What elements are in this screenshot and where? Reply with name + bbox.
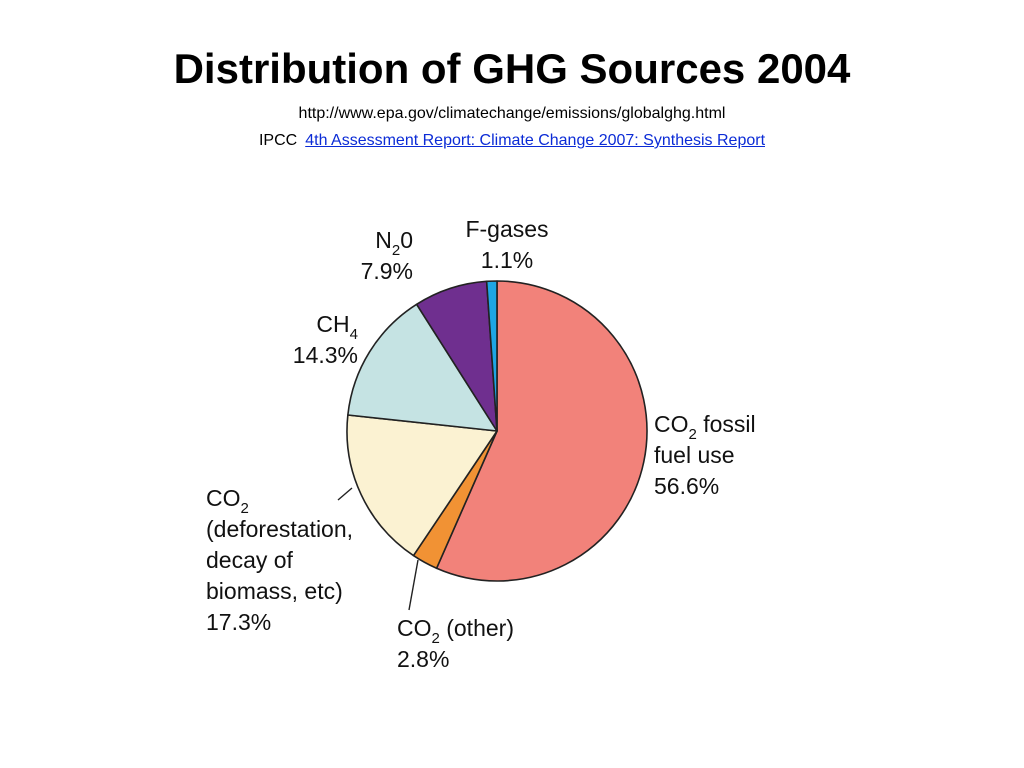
label-text: CO	[206, 485, 241, 511]
subscript: 2	[432, 630, 440, 647]
slice-label-line: 56.6%	[654, 473, 719, 499]
label-text: 7.9%	[361, 258, 413, 284]
slice-label-line: 2.8%	[397, 646, 449, 672]
label-text: 14.3%	[293, 342, 358, 368]
slice-label-line: 7.9%	[361, 258, 413, 284]
label-text: CO	[397, 615, 432, 641]
slice-label-co2-fossil: CO2 fossil fuel use 56.6%	[654, 411, 756, 499]
label-text: CH	[316, 311, 349, 337]
label-text: fossil	[697, 411, 756, 437]
slice-label-line: CO2 fossil	[654, 411, 756, 443]
slice-label-line: fuel use	[654, 442, 735, 468]
label-text: 17.3%	[206, 609, 271, 635]
label-text: (other)	[440, 615, 514, 641]
slice-label-n2o: N20 7.9%	[361, 227, 413, 284]
slice-label-ch4: CH4 14.3%	[293, 311, 358, 368]
label-text: F-gases	[465, 216, 548, 242]
slice-label-line: 1.1%	[481, 247, 533, 273]
slice-label-line: 17.3%	[206, 609, 271, 635]
slice-label-f-gases: F-gases 1.1%	[465, 216, 548, 273]
label-text: fuel use	[654, 442, 735, 468]
slice-label-line: N20	[375, 227, 413, 259]
label-text: CO	[654, 411, 689, 437]
slice-label-line: (deforestation,	[206, 516, 353, 542]
subscript: 4	[350, 326, 358, 343]
label-text: (deforestation,	[206, 516, 353, 542]
label-text: 56.6%	[654, 473, 719, 499]
label-text: decay of	[206, 547, 294, 573]
slice-label-line: biomass, etc)	[206, 578, 343, 604]
label-text: N	[375, 227, 392, 253]
label-text: biomass, etc)	[206, 578, 343, 604]
slice-label-line: F-gases	[465, 216, 548, 242]
slice-label-line: decay of	[206, 547, 294, 573]
label-text: 2.8%	[397, 646, 449, 672]
leader-line-co2-other	[409, 560, 418, 610]
slice-label-line: CH4	[316, 311, 358, 343]
slice-label-line: 14.3%	[293, 342, 358, 368]
slice-label-line: CO2 (other)	[397, 615, 514, 647]
slice-label-co2-other: CO2 (other) 2.8%	[397, 615, 514, 672]
pie-slices	[347, 281, 647, 581]
slice-label-line: CO2	[206, 485, 249, 517]
subscript: 2	[689, 426, 697, 443]
subscript: 2	[241, 500, 249, 517]
slice-label-co2-deforestation: CO2 (deforestation, decay of biomass, etc) 1…	[206, 485, 353, 635]
label-text: 0	[400, 227, 413, 253]
leader-line-co2-deforestation	[338, 488, 352, 500]
label-text: 1.1%	[481, 247, 533, 273]
subscript: 2	[392, 242, 400, 259]
